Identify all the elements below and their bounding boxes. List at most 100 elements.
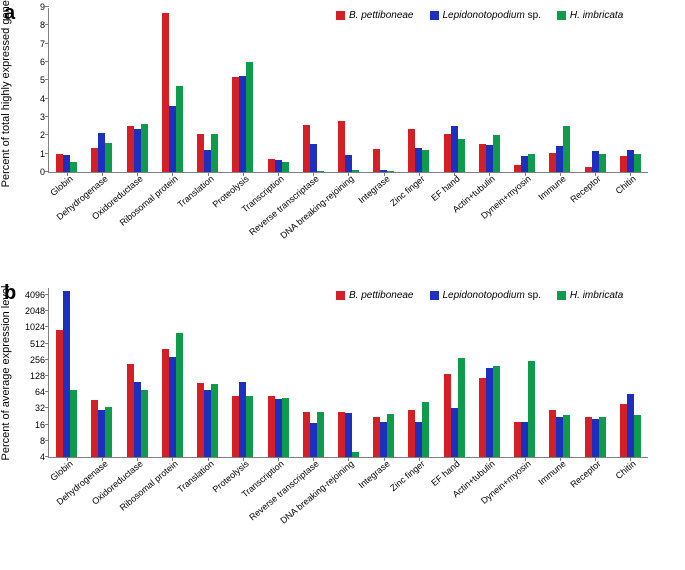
y-tick-label: 4096 <box>25 290 49 300</box>
bar <box>141 390 148 457</box>
bar <box>239 382 246 457</box>
bars-container: GlobinDehydrogenaseOxidoreductaseRibosom… <box>49 288 648 457</box>
y-tick-label: 3 <box>40 112 49 122</box>
y-tick-label: 64 <box>35 387 49 397</box>
bar <box>246 62 253 172</box>
bar <box>204 150 211 172</box>
legend-item: B. pettiboneae <box>336 10 414 21</box>
category-group: Proteolysis <box>225 8 260 172</box>
category-group: Translation <box>190 288 225 457</box>
bar <box>380 422 387 457</box>
bar <box>627 150 634 172</box>
bar <box>479 378 486 457</box>
bar <box>345 413 352 457</box>
category-group: Dynein+myosin <box>507 288 542 457</box>
bar <box>303 412 310 457</box>
bar <box>444 374 451 457</box>
bar <box>310 423 317 457</box>
bar <box>91 148 98 172</box>
y-tick-label: 16 <box>35 420 49 430</box>
legend-label: B. pettiboneae <box>349 290 414 301</box>
bar <box>317 171 324 172</box>
y-axis-label: Percent of average expression level <box>0 286 12 461</box>
y-tick-label: 128 <box>30 371 49 381</box>
y-tick-label: 4 <box>40 452 49 462</box>
category-group: Globin <box>49 288 84 457</box>
legend-item: Lepidonotopodium sp. <box>430 10 541 21</box>
bar <box>528 154 535 172</box>
bar <box>345 155 352 172</box>
legend-item: Lepidonotopodium sp. <box>430 290 541 301</box>
x-tick-label: Chitin <box>613 457 638 481</box>
bar <box>415 422 422 457</box>
bar <box>493 135 500 172</box>
bar <box>134 129 141 172</box>
bar <box>352 170 359 172</box>
bar <box>458 139 465 172</box>
legend-swatch <box>557 291 566 300</box>
category-group: Chitin <box>613 8 648 172</box>
x-tick-label: Translation <box>174 172 216 210</box>
bar <box>197 383 204 457</box>
y-tick-label: 512 <box>30 339 49 349</box>
category-group: DNA breaking-rejoining <box>331 288 366 457</box>
legend-swatch <box>430 291 439 300</box>
legend-label: Lepidonotopodium sp. <box>443 290 541 301</box>
bar <box>134 382 141 457</box>
category-group: Immune <box>542 288 577 457</box>
x-tick-label: Integrase <box>355 457 391 490</box>
category-group: Integrase <box>366 288 401 457</box>
bar <box>556 146 563 172</box>
y-tick-label: 5 <box>40 75 49 85</box>
legend-label: Lepidonotopodium sp. <box>443 10 541 21</box>
bar <box>422 402 429 457</box>
bar <box>592 151 599 172</box>
bar <box>232 77 239 172</box>
legend-label: B. pettiboneae <box>349 10 414 21</box>
y-tick-label: 2048 <box>25 306 49 316</box>
bar <box>105 143 112 172</box>
bar <box>634 154 641 172</box>
category-group: Globin <box>49 8 84 172</box>
y-tick-label: 6 <box>40 57 49 67</box>
category-group: Receptor <box>578 8 613 172</box>
category-group: Dehydrogenase <box>84 288 119 457</box>
category-group: EF hand <box>437 288 472 457</box>
bar <box>387 171 394 172</box>
bar <box>338 412 345 457</box>
bar <box>91 400 98 457</box>
bar <box>549 410 556 457</box>
bar <box>211 134 218 173</box>
chart-a: a0123456789GlobinDehydrogenaseOxidoreduc… <box>0 0 685 268</box>
bar <box>373 149 380 172</box>
bar <box>493 366 500 457</box>
bar <box>197 134 204 173</box>
bar <box>56 154 63 172</box>
bar <box>521 156 528 172</box>
bar <box>592 419 599 457</box>
bar <box>408 410 415 457</box>
y-tick-label: 9 <box>40 2 49 12</box>
category-group: Dynein+myosin <box>507 8 542 172</box>
category-group: Reverse transcriptase <box>296 288 331 457</box>
bar <box>458 358 465 457</box>
category-group: Proteolysis <box>225 288 260 457</box>
y-tick-mark <box>45 6 49 7</box>
category-group: Zinc finger <box>401 8 436 172</box>
bar <box>303 125 310 172</box>
bar <box>486 145 493 173</box>
y-tick-label: 8 <box>40 20 49 30</box>
bar <box>514 422 521 457</box>
category-group: Integrase <box>366 8 401 172</box>
x-tick-label: Chitin <box>613 172 638 196</box>
category-group: Ribosomal protein <box>155 288 190 457</box>
bar <box>169 106 176 172</box>
bar <box>98 133 105 172</box>
bar <box>599 417 606 457</box>
legend-swatch <box>336 291 345 300</box>
y-tick-label: 32 <box>35 403 49 413</box>
x-tick-label: Translation <box>174 457 216 495</box>
y-tick-label: 256 <box>30 355 49 365</box>
category-group: Translation <box>190 8 225 172</box>
category-group: Dehydrogenase <box>84 8 119 172</box>
